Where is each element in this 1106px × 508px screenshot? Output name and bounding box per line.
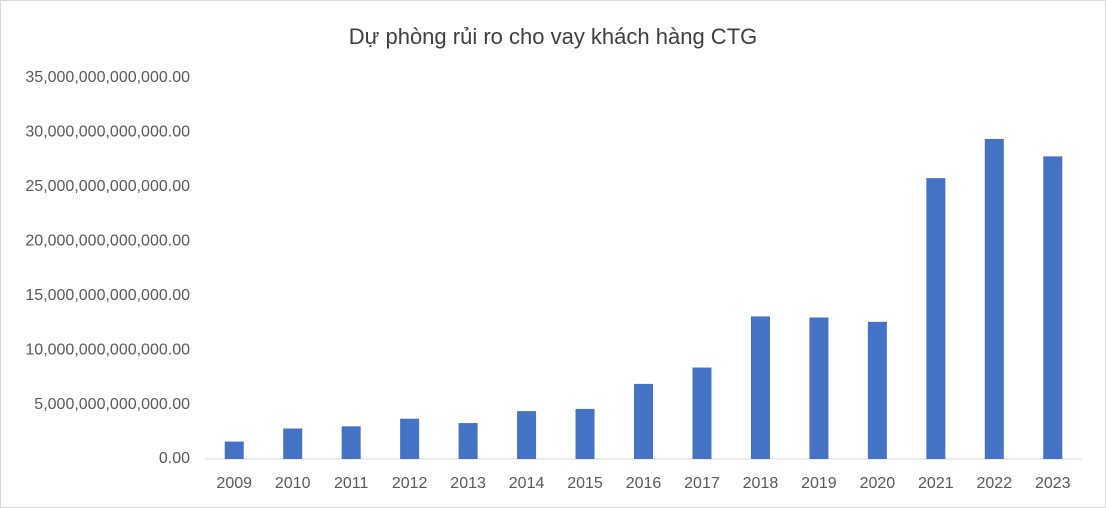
x-tick-label: 2012 [392,475,428,492]
bar [341,426,361,459]
bar [575,408,595,459]
bar [224,441,244,459]
x-tick-label: 2014 [509,475,545,492]
y-tick-label: 5,000,000,000,000.00 [34,396,190,413]
x-tick-label: 2009 [216,475,252,492]
bar [400,418,420,459]
y-tick-label: 20,000,000,000,000.00 [25,233,190,250]
y-tick-label: 25,000,000,000,000.00 [25,178,190,195]
y-tick-label: 30,000,000,000,000.00 [25,124,190,141]
bar [984,138,1004,459]
bar [692,367,712,459]
x-tick-label: 2020 [860,475,896,492]
x-tick-label: 2019 [801,475,837,492]
y-tick-label: 35,000,000,000,000.00 [25,69,190,86]
y-tick-label: 15,000,000,000,000.00 [25,287,190,304]
x-tick-label: 2018 [743,475,779,492]
bar [458,423,478,459]
bar [283,428,303,459]
x-tick-label: 2011 [334,475,369,492]
x-tick-label: 2022 [977,475,1013,492]
x-tick-label: 2013 [450,475,486,492]
x-tick-label: 2017 [684,475,720,492]
x-tick-label: 2021 [918,475,954,492]
chart-title: Dự phòng rủi ro cho vay khách hàng CTG [349,24,758,49]
x-tick-label: 2015 [567,475,603,492]
bar [750,316,770,459]
bar [926,178,946,460]
y-tick-label: 0.00 [159,450,190,467]
x-tick-label: 2016 [626,475,662,492]
x-tick-label: 2023 [1035,475,1071,492]
bar [517,411,537,459]
bar [809,317,829,459]
x-tick-label: 2010 [275,475,311,492]
bar [1043,156,1063,459]
y-tick-label: 10,000,000,000,000.00 [25,341,190,358]
bar [867,321,887,459]
bar [634,383,653,459]
